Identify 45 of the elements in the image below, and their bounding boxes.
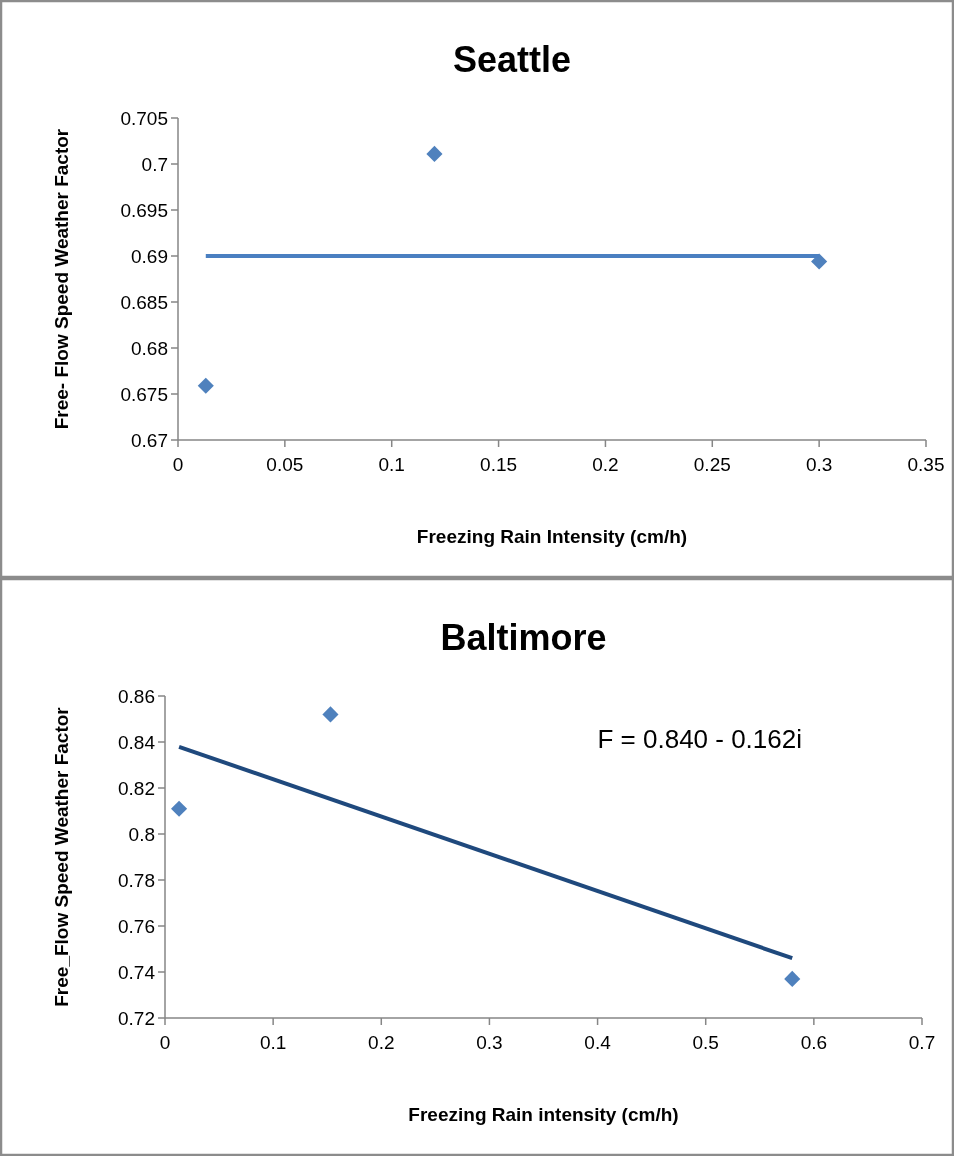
x-tick-label: 0.4 [584, 1032, 612, 1053]
x-tick-label: 0.5 [692, 1032, 719, 1053]
x-tick-label: 0.3 [805, 454, 833, 475]
y-tick-label: 0.67 [131, 430, 168, 451]
point [322, 706, 339, 723]
x-tick-label: 0.15 [480, 454, 518, 475]
chart-title: Baltimore [440, 617, 607, 658]
y-tick-label: 0.8 [128, 824, 155, 845]
chart-title: Seattle [452, 39, 572, 80]
y-tick-label: 0.86 [118, 686, 155, 707]
point [171, 800, 188, 817]
y-tick-label: 0.69 [131, 246, 168, 267]
x-tick-label: 0.2 [592, 454, 619, 475]
x-tick-label: 0.3 [476, 1032, 503, 1053]
x-tick-label: 0.2 [368, 1032, 395, 1053]
y-axis-title: Free_Flow Speed Weather Factor [51, 706, 72, 1007]
y-tick-label: 0.68 [131, 338, 168, 359]
x-tick-label: 0.6 [800, 1032, 828, 1053]
x-tick-label: 0 [172, 454, 184, 475]
y-tick-label: 0.685 [120, 292, 168, 313]
x-axis-title: Freezing Rain Intensity (cm/h) [416, 526, 688, 547]
y-tick-label: 0.74 [118, 962, 156, 983]
x-tick-label: 0.35 [907, 454, 945, 475]
y-tick-label: 0.82 [118, 778, 155, 799]
x-tick-label: 0.1 [378, 454, 405, 475]
y-tick-label: 0.7 [141, 154, 168, 175]
y-tick-label: 0.84 [118, 732, 156, 753]
x-axis-title: Freezing Rain intensity (cm/h) [408, 1104, 679, 1125]
x-tick-label: 0.7 [908, 1032, 936, 1053]
point [784, 970, 801, 987]
x-tick-label: 0.05 [266, 454, 304, 475]
x-tick-label: 0 [159, 1032, 171, 1053]
y-tick-label: 0.72 [118, 1008, 155, 1029]
point [197, 377, 214, 394]
point [426, 145, 443, 162]
y-tick-label: 0.695 [120, 200, 168, 221]
x-tick-label: 0.1 [259, 1032, 287, 1053]
y-tick-label: 0.675 [120, 384, 168, 405]
y-tick-label: 0.76 [118, 916, 155, 937]
x-tick-label: 0.25 [693, 454, 731, 475]
y-tick-label: 0.705 [120, 108, 168, 129]
point [811, 253, 828, 270]
y-axis-title: Free- Flow Speed Weather Factor [51, 128, 72, 430]
annotation: F = 0.840 - 0.162i [597, 724, 802, 754]
y-tick-label: 0.78 [118, 870, 155, 891]
